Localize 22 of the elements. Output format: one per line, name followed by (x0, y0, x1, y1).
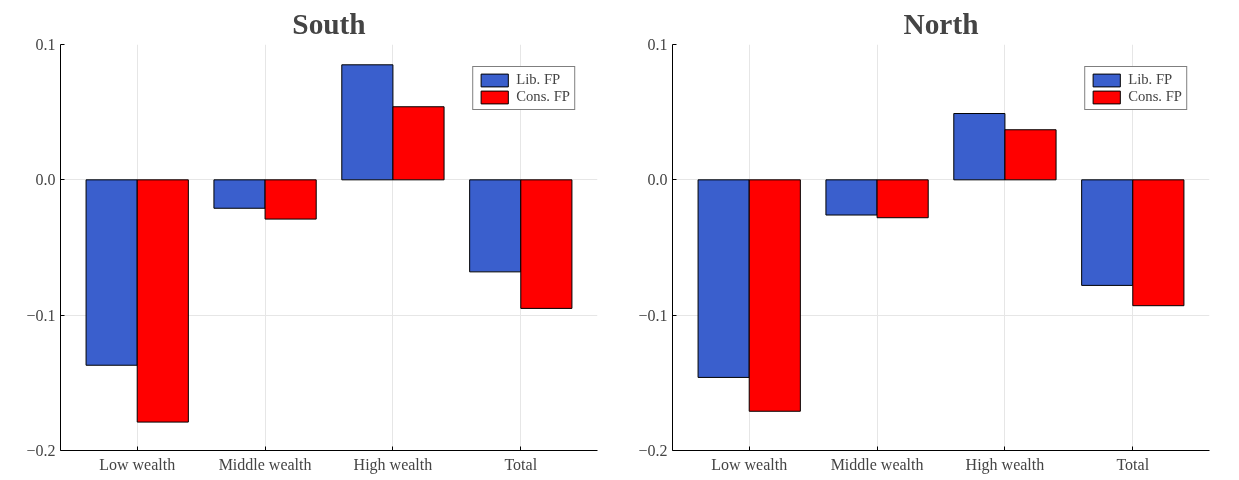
y-tick-label: 0.0 (647, 171, 668, 189)
legend-label: Cons. FP (516, 88, 570, 105)
y-tick-label: 0.1 (647, 36, 668, 53)
x-tick-label: Total (1116, 455, 1150, 473)
x-tick-label: Low wealth (711, 455, 788, 473)
chart-title: South (292, 7, 366, 40)
legend-label: Lib. FP (516, 71, 561, 88)
x-tick-label: Low wealth (99, 455, 176, 473)
y-tick-label: −0.2 (26, 442, 56, 459)
x-tick-label: Middle wealth (218, 455, 312, 473)
y-tick-label: −0.1 (638, 306, 668, 324)
y-tick-label: −0.2 (638, 442, 668, 459)
y-tick-label: −0.1 (26, 306, 56, 324)
x-tick-label: Total (504, 455, 538, 473)
x-tick-label: High wealth (965, 455, 1045, 474)
y-tick-label: 0.1 (35, 36, 56, 53)
x-tick-label: Middle wealth (830, 455, 924, 473)
legend-label: Cons. FP (1128, 88, 1182, 105)
x-tick-label: High wealth (353, 455, 433, 474)
y-tick-label: 0.0 (35, 171, 56, 189)
legend-label: Lib. FP (1128, 71, 1173, 88)
chart-title: North (903, 7, 979, 40)
